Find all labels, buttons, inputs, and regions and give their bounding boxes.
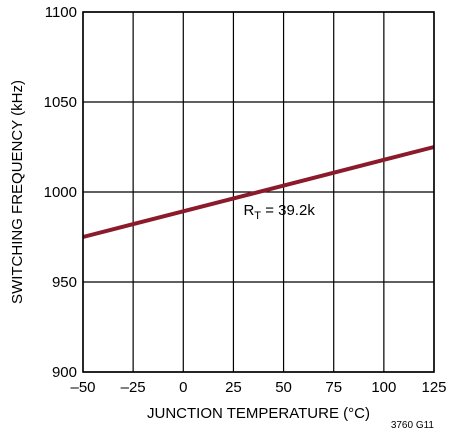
y-tick-label: 1000 — [44, 184, 77, 201]
rt-annotation-prefix: R — [243, 202, 254, 219]
rt-annotation-value: = 39.2k — [261, 202, 315, 219]
x-tick-label: 100 — [371, 379, 396, 396]
y-tick-label: 1050 — [44, 94, 77, 111]
y-tick-labels: 900 950 1000 1050 1100 — [44, 4, 77, 381]
figure-id: 3760 G11 — [391, 420, 435, 431]
plot-frame — [82, 11, 435, 373]
x-tick-labels: –50 –25 0 25 50 75 100 125 — [70, 379, 446, 396]
series-line-0 — [82, 145, 435, 239]
rt-annotation: RT = 39.2k — [243, 202, 315, 222]
x-tick-label: 25 — [225, 379, 242, 396]
x-tick-label: –25 — [121, 379, 146, 396]
y-tick-label: 950 — [52, 274, 77, 291]
x-tick-label: 0 — [179, 379, 187, 396]
y-tick-label: 1100 — [45, 4, 77, 21]
x-tick-label: 125 — [421, 379, 446, 396]
y-tick-label: 900 — [52, 364, 77, 381]
x-tick-label: –50 — [70, 379, 95, 396]
x-axis-label: JUNCTION TEMPERATURE (°C) — [147, 405, 370, 422]
x-tick-label: 50 — [275, 379, 292, 396]
x-tick-label: 75 — [325, 379, 342, 396]
rt-annotation-subscript: T — [254, 210, 261, 222]
y-axis-label: SWITCHING FREQUENCY (kHz) — [9, 80, 26, 304]
series-layer — [82, 145, 435, 239]
